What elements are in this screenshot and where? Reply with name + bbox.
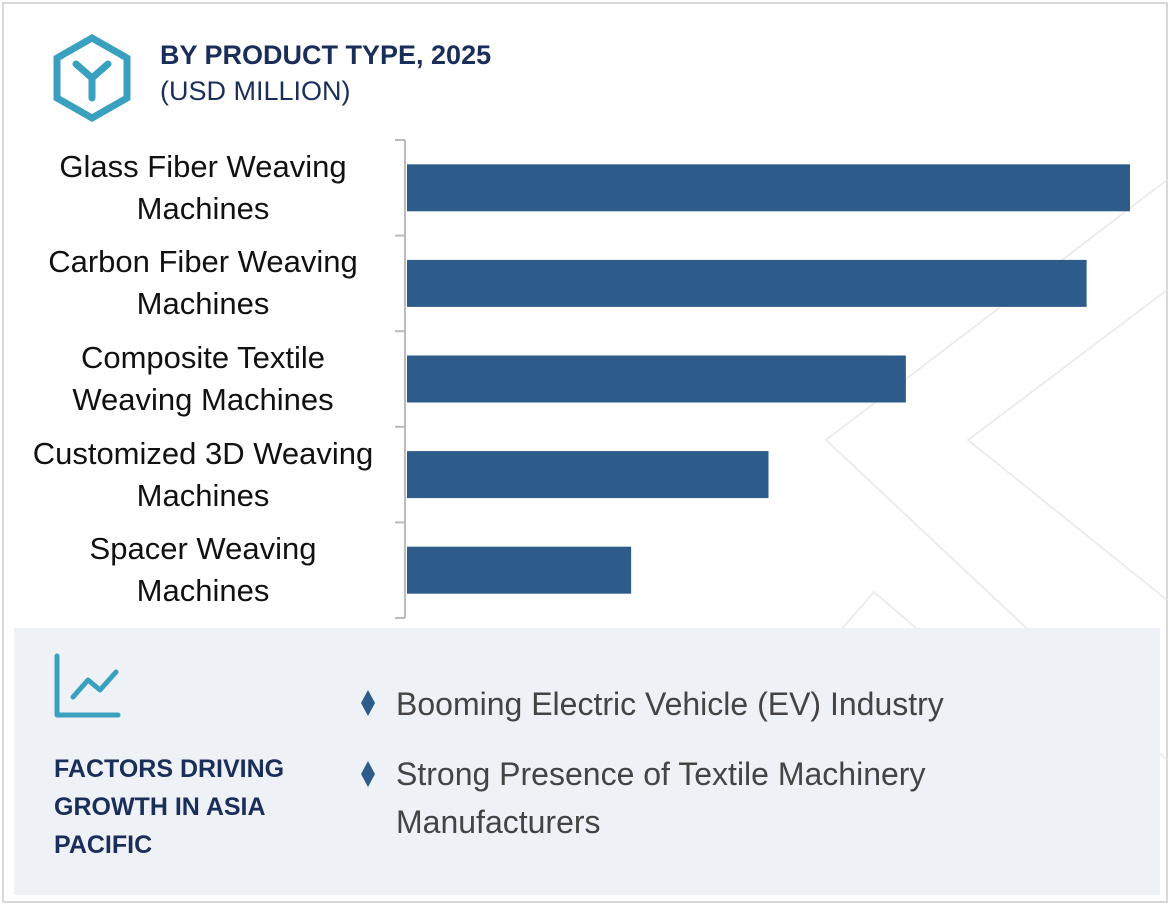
category-label: Carbon Fiber Weaving Machines (48, 244, 358, 322)
bar (407, 451, 769, 499)
factors-panel (14, 628, 1160, 895)
category-label: Customized 3D Weaving Machines (32, 435, 374, 513)
trend-icon (54, 653, 121, 718)
category-label: Glass Fiber Weaving Machines (59, 148, 347, 226)
bar (407, 164, 1130, 212)
factor-item: Booming Electric Vehicle (EV) Industry (396, 686, 944, 722)
chart-title: BY PRODUCT TYPE, 2025 (160, 40, 492, 70)
category-label: Composite Textile Weaving Machines (72, 340, 334, 417)
bullet (361, 761, 375, 787)
bullet (361, 690, 375, 716)
bar (407, 546, 632, 594)
factor-item: Strong Presence of Textile Machinery Man… (396, 756, 926, 840)
chart-subtitle: (USD MILLION) (160, 76, 351, 106)
bar (407, 259, 1087, 307)
hex-icon (53, 33, 131, 123)
factors-title: FACTORS DRIVING GROWTH IN ASIA PACIFIC (54, 755, 285, 859)
bar (407, 355, 906, 403)
category-label: Spacer Weaving Machines (89, 531, 317, 609)
